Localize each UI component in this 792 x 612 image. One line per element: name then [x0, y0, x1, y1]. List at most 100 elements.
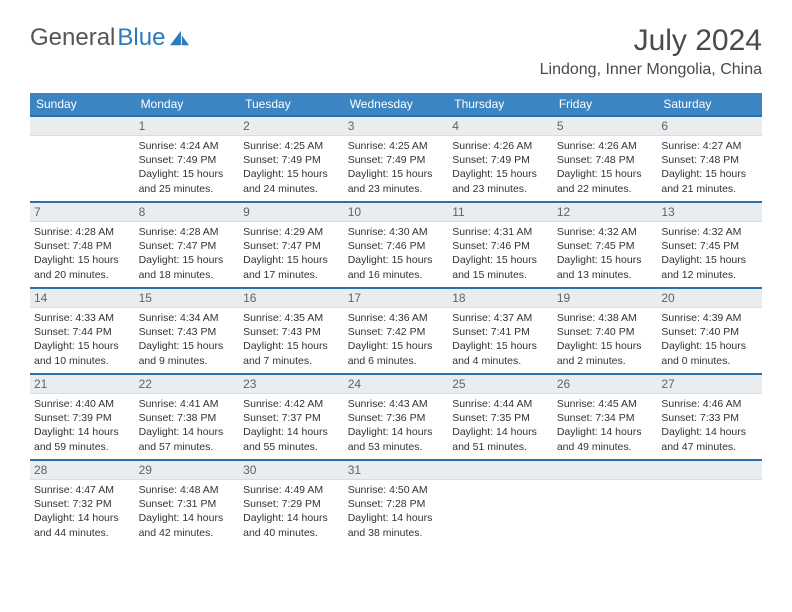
calendar-table: SundayMondayTuesdayWednesdayThursdayFrid…	[30, 93, 762, 545]
title-block: July 2024 Lindong, Inner Mongolia, China	[540, 24, 762, 79]
calendar-cell: 6Sunrise: 4:27 AMSunset: 7:48 PMDaylight…	[657, 115, 762, 201]
daylight-line: Daylight: 15 hours and 15 minutes.	[452, 253, 549, 281]
sunrise-line: Sunrise: 4:41 AM	[139, 397, 236, 411]
day-number	[30, 115, 135, 136]
day-number: 22	[135, 373, 240, 394]
daylight-line: Daylight: 15 hours and 4 minutes.	[452, 339, 549, 367]
day-data: Sunrise: 4:48 AMSunset: 7:31 PMDaylight:…	[135, 480, 240, 543]
sunset-line: Sunset: 7:41 PM	[452, 325, 549, 339]
day-data: Sunrise: 4:41 AMSunset: 7:38 PMDaylight:…	[135, 394, 240, 457]
calendar-cell: 26Sunrise: 4:45 AMSunset: 7:34 PMDayligh…	[553, 373, 658, 459]
daylight-line: Daylight: 14 hours and 40 minutes.	[243, 511, 340, 539]
sunset-line: Sunset: 7:43 PM	[139, 325, 236, 339]
calendar-cell: 18Sunrise: 4:37 AMSunset: 7:41 PMDayligh…	[448, 287, 553, 373]
sunset-line: Sunset: 7:47 PM	[243, 239, 340, 253]
day-number: 1	[135, 115, 240, 136]
calendar-row: 21Sunrise: 4:40 AMSunset: 7:39 PMDayligh…	[30, 373, 762, 459]
sunset-line: Sunset: 7:31 PM	[139, 497, 236, 511]
sunrise-line: Sunrise: 4:44 AM	[452, 397, 549, 411]
sunrise-line: Sunrise: 4:30 AM	[348, 225, 445, 239]
day-data: Sunrise: 4:30 AMSunset: 7:46 PMDaylight:…	[344, 222, 449, 285]
sunrise-line: Sunrise: 4:34 AM	[139, 311, 236, 325]
sunset-line: Sunset: 7:44 PM	[34, 325, 131, 339]
brand-name-1: General	[30, 24, 115, 52]
day-number: 7	[30, 201, 135, 222]
daylight-line: Daylight: 15 hours and 2 minutes.	[557, 339, 654, 367]
sunset-line: Sunset: 7:48 PM	[34, 239, 131, 253]
sunrise-line: Sunrise: 4:42 AM	[243, 397, 340, 411]
day-data: Sunrise: 4:34 AMSunset: 7:43 PMDaylight:…	[135, 308, 240, 371]
sunset-line: Sunset: 7:48 PM	[557, 153, 654, 167]
daylight-line: Daylight: 15 hours and 21 minutes.	[661, 167, 758, 195]
daylight-line: Daylight: 15 hours and 9 minutes.	[139, 339, 236, 367]
sunset-line: Sunset: 7:37 PM	[243, 411, 340, 425]
day-data: Sunrise: 4:25 AMSunset: 7:49 PMDaylight:…	[344, 136, 449, 199]
sunset-line: Sunset: 7:47 PM	[139, 239, 236, 253]
day-header: Wednesday	[344, 93, 449, 115]
daylight-line: Daylight: 14 hours and 59 minutes.	[34, 425, 131, 453]
sunset-line: Sunset: 7:40 PM	[661, 325, 758, 339]
day-number: 4	[448, 115, 553, 136]
daylight-line: Daylight: 14 hours and 51 minutes.	[452, 425, 549, 453]
day-header-row: SundayMondayTuesdayWednesdayThursdayFrid…	[30, 93, 762, 115]
sunset-line: Sunset: 7:35 PM	[452, 411, 549, 425]
calendar-body: 1Sunrise: 4:24 AMSunset: 7:49 PMDaylight…	[30, 115, 762, 545]
day-number: 31	[344, 459, 449, 480]
day-data: Sunrise: 4:24 AMSunset: 7:49 PMDaylight:…	[135, 136, 240, 199]
sunrise-line: Sunrise: 4:43 AM	[348, 397, 445, 411]
sunset-line: Sunset: 7:49 PM	[348, 153, 445, 167]
sunset-line: Sunset: 7:39 PM	[34, 411, 131, 425]
sunset-line: Sunset: 7:48 PM	[661, 153, 758, 167]
day-data: Sunrise: 4:40 AMSunset: 7:39 PMDaylight:…	[30, 394, 135, 457]
day-number: 25	[448, 373, 553, 394]
daylight-line: Daylight: 14 hours and 44 minutes.	[34, 511, 131, 539]
day-data: Sunrise: 4:43 AMSunset: 7:36 PMDaylight:…	[344, 394, 449, 457]
day-header: Thursday	[448, 93, 553, 115]
sunset-line: Sunset: 7:49 PM	[452, 153, 549, 167]
sunrise-line: Sunrise: 4:33 AM	[34, 311, 131, 325]
calendar-cell: 1Sunrise: 4:24 AMSunset: 7:49 PMDaylight…	[135, 115, 240, 201]
day-header: Friday	[553, 93, 658, 115]
sunrise-line: Sunrise: 4:32 AM	[557, 225, 654, 239]
calendar-cell: 5Sunrise: 4:26 AMSunset: 7:48 PMDaylight…	[553, 115, 658, 201]
calendar-cell	[448, 459, 553, 545]
daylight-line: Daylight: 15 hours and 22 minutes.	[557, 167, 654, 195]
day-number: 17	[344, 287, 449, 308]
calendar-cell: 9Sunrise: 4:29 AMSunset: 7:47 PMDaylight…	[239, 201, 344, 287]
sunrise-line: Sunrise: 4:28 AM	[139, 225, 236, 239]
daylight-line: Daylight: 15 hours and 23 minutes.	[452, 167, 549, 195]
sunrise-line: Sunrise: 4:37 AM	[452, 311, 549, 325]
day-data: Sunrise: 4:38 AMSunset: 7:40 PMDaylight:…	[553, 308, 658, 371]
daylight-line: Daylight: 15 hours and 24 minutes.	[243, 167, 340, 195]
daylight-line: Daylight: 15 hours and 17 minutes.	[243, 253, 340, 281]
calendar-cell: 22Sunrise: 4:41 AMSunset: 7:38 PMDayligh…	[135, 373, 240, 459]
calendar-cell: 13Sunrise: 4:32 AMSunset: 7:45 PMDayligh…	[657, 201, 762, 287]
sunrise-line: Sunrise: 4:45 AM	[557, 397, 654, 411]
day-data: Sunrise: 4:27 AMSunset: 7:48 PMDaylight:…	[657, 136, 762, 199]
calendar-cell: 29Sunrise: 4:48 AMSunset: 7:31 PMDayligh…	[135, 459, 240, 545]
daylight-line: Daylight: 15 hours and 18 minutes.	[139, 253, 236, 281]
sunset-line: Sunset: 7:45 PM	[661, 239, 758, 253]
sunset-line: Sunset: 7:38 PM	[139, 411, 236, 425]
day-number: 10	[344, 201, 449, 222]
day-number: 14	[30, 287, 135, 308]
sunrise-line: Sunrise: 4:40 AM	[34, 397, 131, 411]
day-number: 28	[30, 459, 135, 480]
sunrise-line: Sunrise: 4:48 AM	[139, 483, 236, 497]
sunset-line: Sunset: 7:46 PM	[348, 239, 445, 253]
daylight-line: Daylight: 15 hours and 12 minutes.	[661, 253, 758, 281]
daylight-line: Daylight: 14 hours and 55 minutes.	[243, 425, 340, 453]
sunrise-line: Sunrise: 4:25 AM	[348, 139, 445, 153]
sunset-line: Sunset: 7:32 PM	[34, 497, 131, 511]
sunset-line: Sunset: 7:49 PM	[243, 153, 340, 167]
page-title: July 2024	[540, 24, 762, 57]
daylight-line: Daylight: 14 hours and 53 minutes.	[348, 425, 445, 453]
day-data: Sunrise: 4:45 AMSunset: 7:34 PMDaylight:…	[553, 394, 658, 457]
sunset-line: Sunset: 7:45 PM	[557, 239, 654, 253]
day-number: 26	[553, 373, 658, 394]
day-data: Sunrise: 4:37 AMSunset: 7:41 PMDaylight:…	[448, 308, 553, 371]
calendar-cell: 20Sunrise: 4:39 AMSunset: 7:40 PMDayligh…	[657, 287, 762, 373]
day-number: 11	[448, 201, 553, 222]
day-number	[553, 459, 658, 480]
sunset-line: Sunset: 7:28 PM	[348, 497, 445, 511]
